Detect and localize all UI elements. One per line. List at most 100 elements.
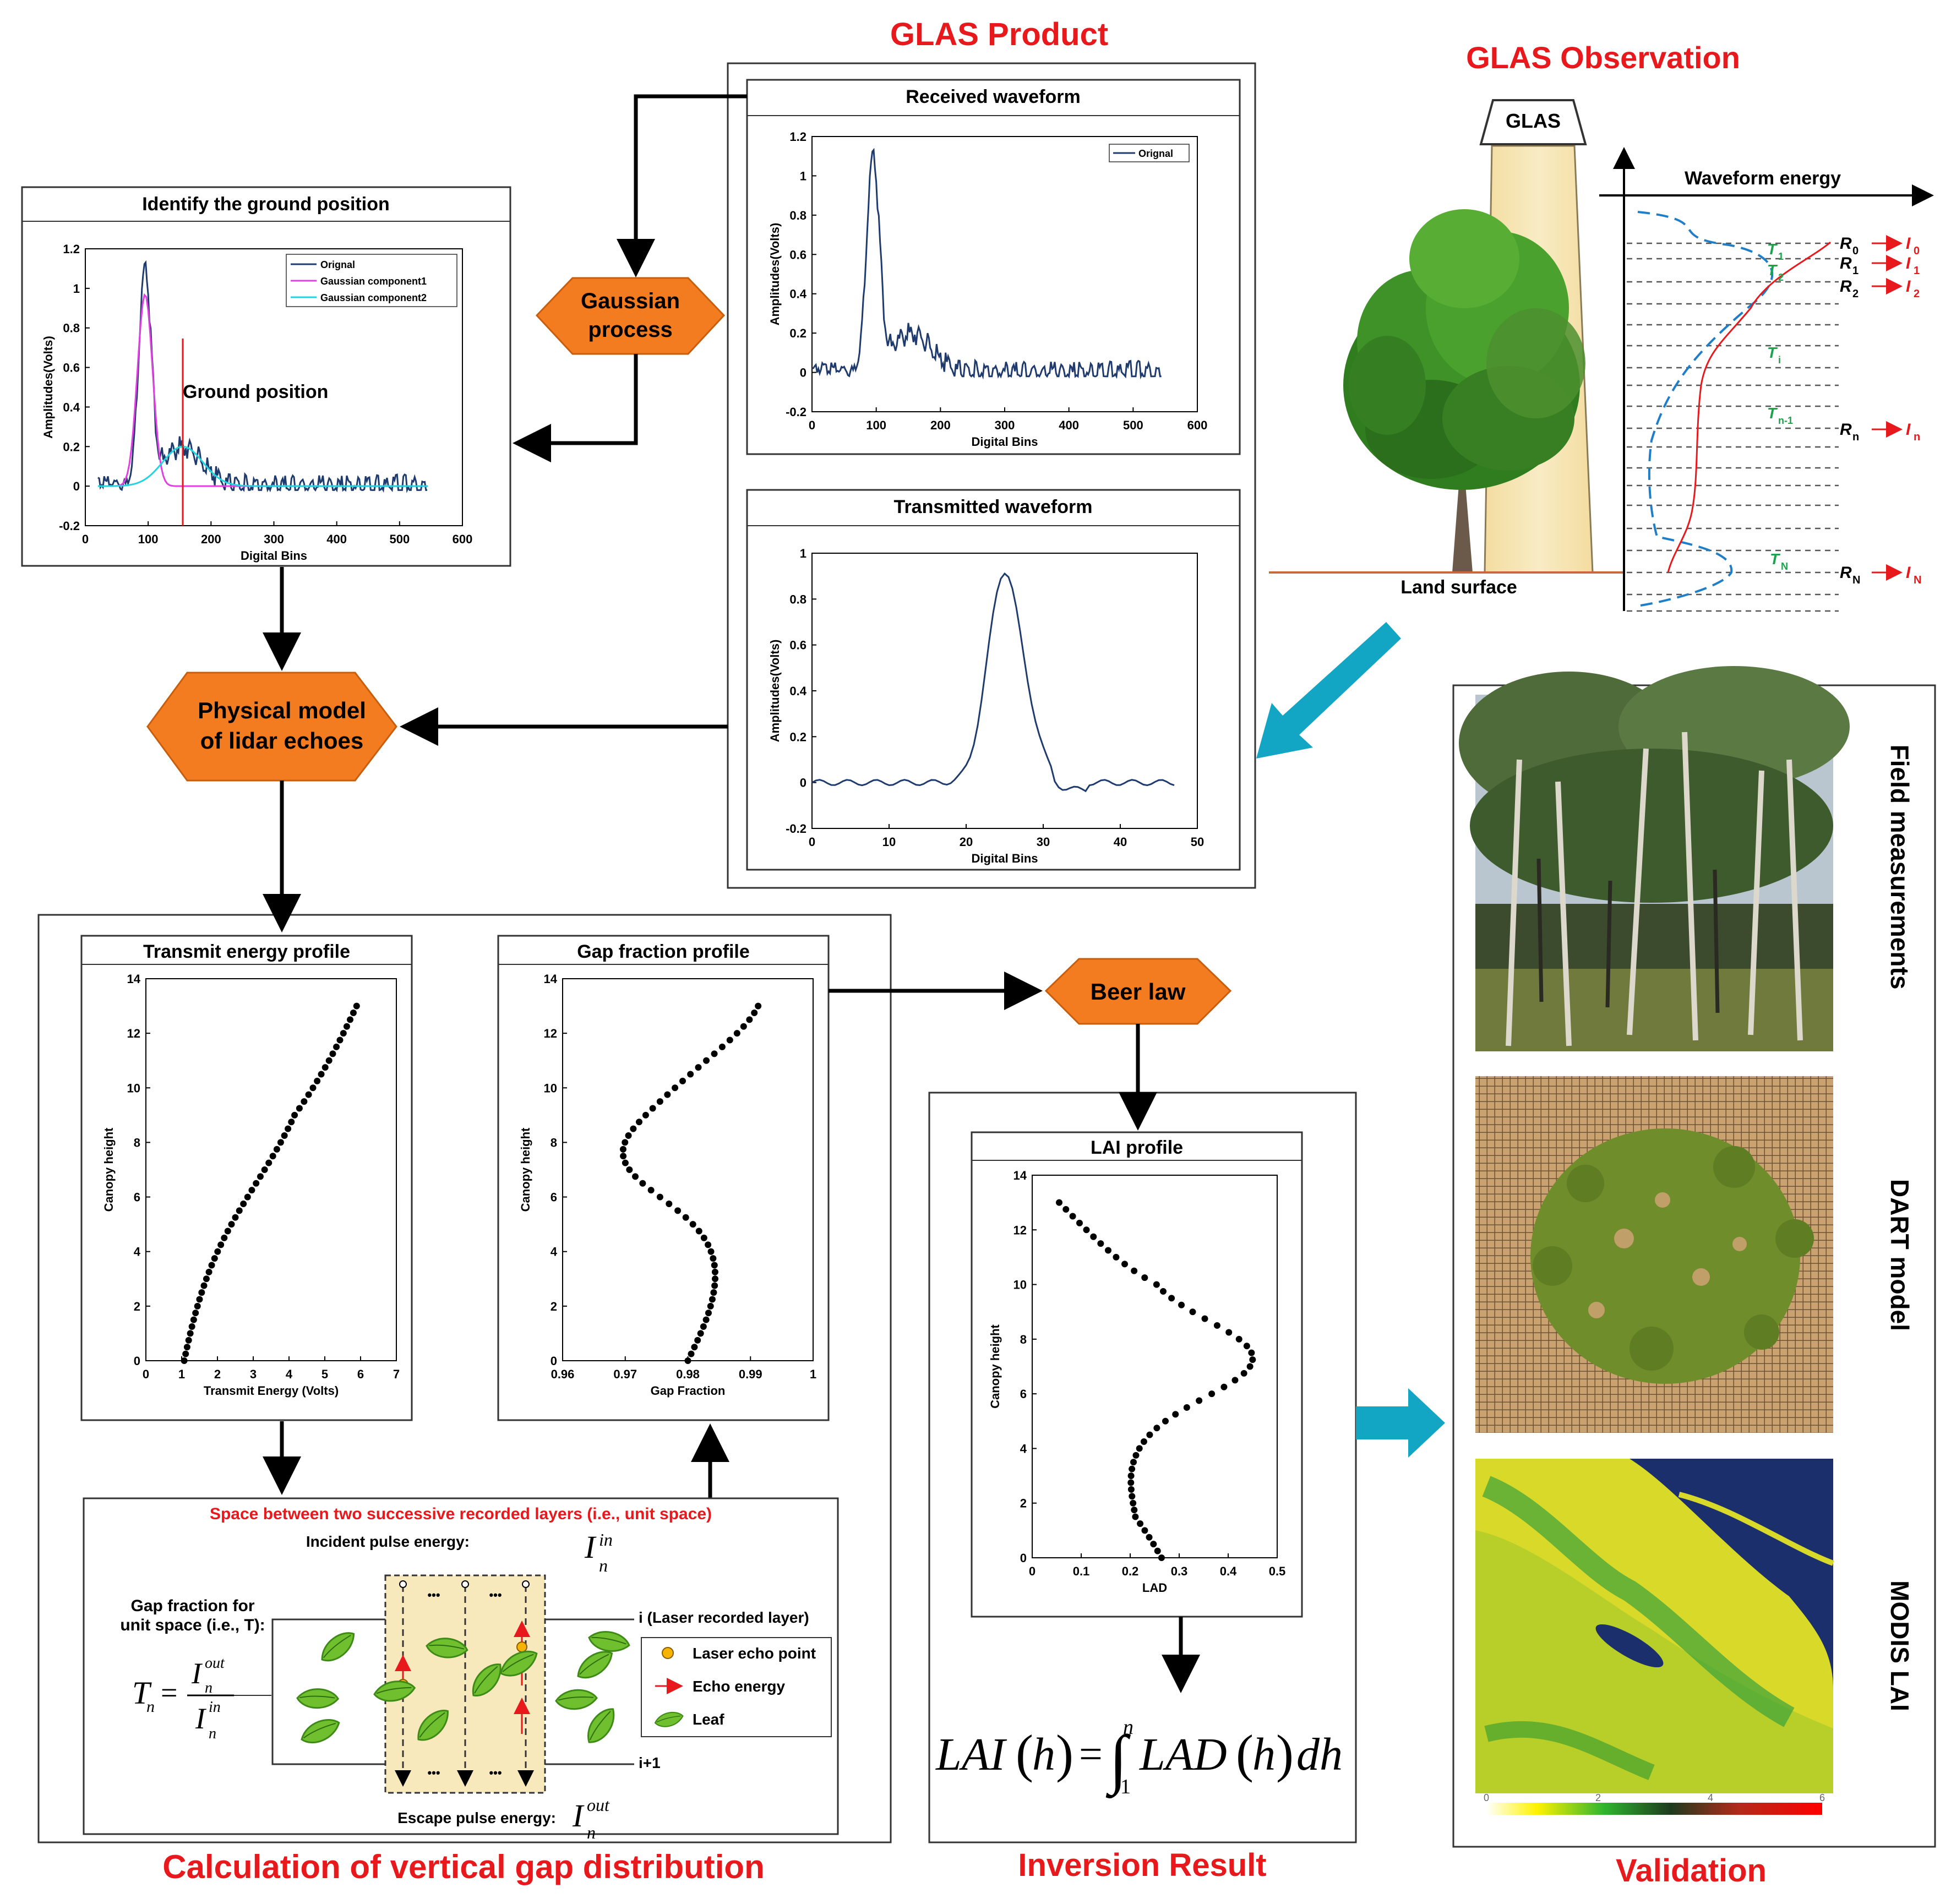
- gap-fraction-point: [726, 1036, 733, 1044]
- lai-point: [1131, 1507, 1138, 1514]
- transmit-energy-xtick: 2: [214, 1367, 221, 1381]
- received-xtick: 300: [995, 418, 1015, 432]
- gap-fraction-point: [711, 1268, 718, 1275]
- lai-point: [1083, 1226, 1090, 1234]
- waveform-energy-label: Waveform energy: [1685, 168, 1841, 189]
- gap-fraction-ytick: 0: [551, 1354, 557, 1368]
- gap-fraction-point: [712, 1275, 719, 1283]
- transmitted-title: Transmitted waveform: [894, 497, 1093, 517]
- title-inversion: Inversion Result: [1018, 1847, 1266, 1883]
- lai-point: [1240, 1370, 1247, 1377]
- transmit-energy-point: [261, 1166, 268, 1173]
- cyan-arrow-observation: [1256, 622, 1401, 759]
- gap-fraction-point: [666, 1200, 673, 1207]
- gap-fraction-point: [630, 1125, 637, 1132]
- gap-fraction-point: [740, 1023, 747, 1030]
- transmit-energy-ylabel: Canopy height: [102, 1127, 116, 1212]
- glas-product-frame: [727, 62, 1256, 889]
- ground-xtick: 500: [389, 532, 410, 546]
- lai-point: [1154, 1547, 1161, 1554]
- lai-point: [1168, 1295, 1175, 1302]
- gap-fraction-point: [672, 1084, 679, 1092]
- transmit-energy-point: [200, 1282, 208, 1289]
- lai-point: [1246, 1363, 1254, 1370]
- ground-ytick: 0.4: [63, 400, 80, 414]
- transmit-energy-point: [194, 1302, 201, 1310]
- gap-fraction-point: [711, 1282, 718, 1289]
- gap-fraction-point: [694, 1336, 701, 1344]
- lai-point: [1129, 1465, 1136, 1472]
- beer-law-node: Beer law: [1044, 958, 1232, 1025]
- t-label: T: [1767, 241, 1778, 258]
- received-ytick: 0.2: [789, 326, 806, 340]
- transmit-energy-point: [273, 1145, 280, 1153]
- transmit-energy-point: [346, 1016, 353, 1023]
- transmit-energy-xtick: 3: [250, 1367, 257, 1381]
- lai-xtick: 0: [1029, 1564, 1036, 1578]
- lai-point: [1159, 1287, 1167, 1295]
- lai-point: [1132, 1452, 1140, 1459]
- svg-text:1: 1: [1120, 1775, 1131, 1798]
- calc-gap-frame: [37, 914, 892, 1843]
- received-xtick: 0: [809, 418, 815, 432]
- beer-label: Beer law: [1091, 979, 1186, 1005]
- ground-legend-entry: Gaussian component2: [320, 292, 427, 303]
- received-xtick: 600: [1187, 418, 1208, 432]
- i-label: I: [1906, 277, 1911, 296]
- transmit-energy-point: [192, 1310, 199, 1317]
- transmit-energy-point: [296, 1105, 303, 1112]
- ground-xtick: 200: [201, 532, 221, 546]
- received-ytick: 1.2: [789, 130, 806, 144]
- dots-top-1: •••: [427, 1588, 440, 1602]
- glas-label: GLAS: [1506, 110, 1561, 132]
- transmit-energy-point: [309, 1084, 317, 1092]
- transmit-energy-point: [244, 1193, 251, 1201]
- i-label: I: [1906, 564, 1911, 582]
- gap-fraction-point: [642, 1111, 649, 1119]
- lai-xtick: 0.1: [1073, 1564, 1090, 1578]
- transmit-energy-point: [301, 1098, 308, 1105]
- lai-point: [1248, 1349, 1255, 1356]
- transmit-energy-point: [217, 1241, 225, 1248]
- lai-ytick: 2: [1020, 1497, 1027, 1510]
- lai-point: [1136, 1445, 1143, 1452]
- lai-xtick: 0.4: [1220, 1564, 1237, 1578]
- gap-fraction-xtick: 0.96: [551, 1367, 575, 1381]
- lai-point: [1146, 1431, 1153, 1438]
- gap-fraction-xtick: 0.98: [676, 1367, 700, 1381]
- field-photo: [1459, 666, 1850, 1051]
- ground-xtick: 0: [82, 532, 89, 546]
- transmit-energy-xtick: 7: [393, 1367, 400, 1381]
- received-waveform-panel: Received waveform: [746, 79, 1241, 455]
- ground-ytick: 0.6: [63, 361, 80, 375]
- ground-position-panel: Identify the ground position: [21, 186, 511, 567]
- lai-ytick: 6: [1020, 1387, 1027, 1401]
- received-ytick: 1: [800, 169, 806, 183]
- lai-point: [1137, 1520, 1144, 1527]
- lai-formula: LAI (h) = ∫ n1 LAD (h) dh: [935, 1716, 1343, 1799]
- cyan-arrow-validation: [1356, 1388, 1445, 1458]
- cbar-tick-2: 2: [1595, 1792, 1601, 1803]
- arrow-received-to-gaussian: [617, 94, 747, 277]
- received-xtick: 500: [1123, 418, 1143, 432]
- gap-fraction-point: [639, 1180, 646, 1187]
- t-label: T: [1767, 405, 1778, 422]
- legend-echo-point: Laser echo point: [693, 1645, 816, 1662]
- received-ytick: -0.2: [786, 405, 806, 419]
- gap-fraction-point: [679, 1077, 686, 1084]
- transmitted-xtick: 40: [1114, 835, 1127, 849]
- transmit-energy-ytick: 2: [134, 1300, 140, 1313]
- svg-text:): ): [1276, 1724, 1294, 1783]
- transmit-energy-ytick: 10: [127, 1081, 140, 1095]
- ground-legend-entry: Orignal: [320, 259, 355, 270]
- transmit-energy-ytick: 0: [134, 1354, 140, 1368]
- r-sub: 1: [1852, 265, 1859, 277]
- transmit-energy-point: [277, 1139, 284, 1146]
- transmit-energy-point: [221, 1234, 228, 1241]
- ground-title: Identify the ground position: [142, 194, 390, 215]
- received-waveform-chart: 0 100 200 300 400 500 600-0.200.20.40.60.811.2…: [768, 130, 1207, 449]
- received-xtick: 200: [930, 418, 951, 432]
- lai-point: [1196, 1397, 1203, 1404]
